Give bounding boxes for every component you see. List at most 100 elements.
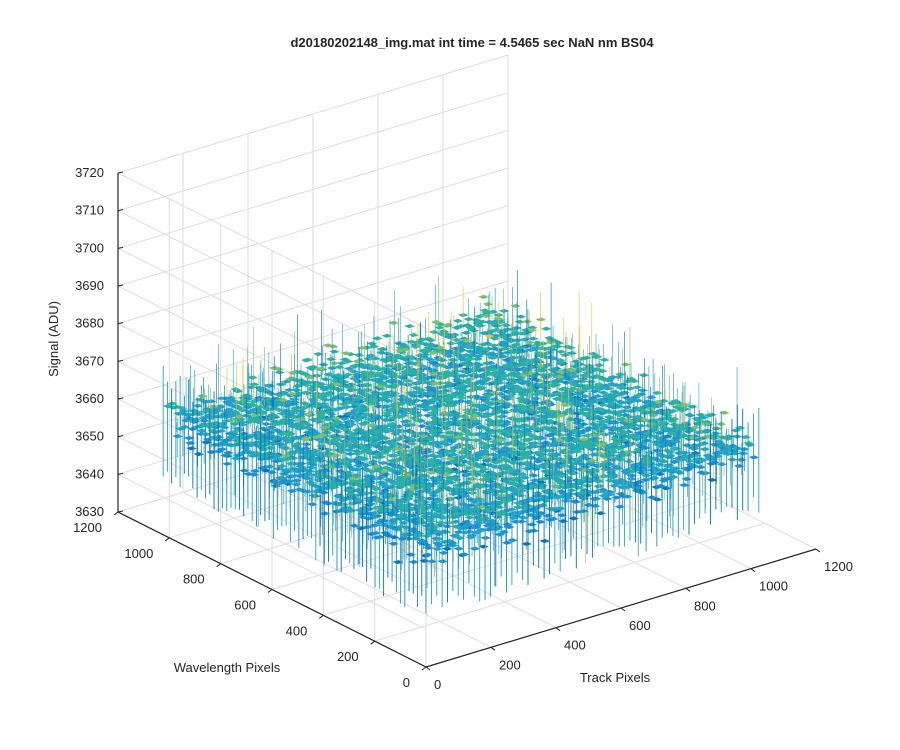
surface-patch <box>370 364 382 370</box>
surface-patch <box>416 387 427 393</box>
surface-patch <box>527 325 538 330</box>
grid-line <box>117 54 509 174</box>
surface-patch <box>327 344 339 349</box>
surface-patch <box>337 402 349 407</box>
surface-patch <box>362 363 374 368</box>
surface-patch <box>499 373 511 378</box>
surface-patch <box>470 317 482 322</box>
surface-patch <box>651 390 663 396</box>
surface-patch <box>179 424 191 430</box>
grid-line <box>117 398 427 555</box>
surface-patch <box>638 372 650 378</box>
surface-patch <box>331 416 342 421</box>
surface-patch <box>248 413 260 418</box>
surface-patch <box>507 355 519 360</box>
surface-patch <box>377 347 388 352</box>
surface-patch <box>460 330 472 335</box>
surface-patch <box>340 392 351 397</box>
surface-patch <box>346 445 358 450</box>
surface-patch <box>429 381 441 386</box>
grid-line <box>117 242 509 362</box>
surface-patch <box>290 377 301 383</box>
surface-patch <box>450 368 462 374</box>
surface-patch <box>251 451 263 456</box>
surface-patch <box>497 376 509 381</box>
surface-patch <box>488 321 500 326</box>
surface-patch <box>468 328 480 333</box>
surface-patch <box>442 380 454 386</box>
surface-patch <box>281 453 293 458</box>
surface-patch <box>183 435 195 441</box>
surface-patch <box>375 384 387 389</box>
surface-patch <box>217 441 229 446</box>
surface-patch <box>507 372 518 377</box>
surface-patch <box>378 424 389 429</box>
surface-patch <box>521 319 533 324</box>
surface-patch <box>330 436 342 441</box>
surface-patch <box>331 382 343 387</box>
surface-patch <box>434 325 445 330</box>
surface-patch <box>349 376 360 382</box>
surface-patch <box>200 432 212 437</box>
surface-patch <box>346 422 357 427</box>
surface-patch <box>526 328 538 333</box>
surface-patch <box>484 352 495 357</box>
surface-patch <box>499 346 511 351</box>
surface-patch <box>333 420 344 425</box>
surface-patch <box>410 344 422 349</box>
surface-patch <box>460 338 472 343</box>
grid-line <box>117 473 427 630</box>
surface-patch <box>421 375 433 381</box>
surface-patch <box>452 318 464 324</box>
surface-patch <box>447 357 459 363</box>
surface-patch <box>251 417 262 423</box>
surface-patch <box>302 425 313 430</box>
surface-patch <box>500 363 512 368</box>
surface-patch <box>343 385 355 390</box>
surface-patch <box>276 382 287 387</box>
surface-patch <box>530 396 542 401</box>
surface-patch <box>420 347 432 352</box>
surface-patch <box>303 375 315 380</box>
surface-patch <box>278 418 290 423</box>
surface-patch <box>524 340 536 345</box>
surface-patch <box>311 434 323 440</box>
surface-patch <box>500 322 512 328</box>
surface-patch <box>283 387 295 393</box>
surface-patch <box>428 350 439 355</box>
surface-patch <box>262 407 274 412</box>
surface-patch <box>645 395 657 400</box>
surface-patch <box>418 404 429 409</box>
surface-patch <box>476 373 487 378</box>
surface-patch <box>330 407 341 412</box>
surface-patch <box>474 362 485 367</box>
surface-patch <box>301 358 312 363</box>
surface-patch <box>287 370 299 375</box>
surface-patch <box>506 391 518 397</box>
surface-patch <box>295 416 307 422</box>
surface-patch <box>510 303 521 309</box>
surface-patch <box>186 446 197 451</box>
surface-patch <box>534 363 546 368</box>
surface-patch <box>489 336 501 341</box>
surface-patch <box>333 387 345 393</box>
surface-patch <box>196 393 208 399</box>
surface-patch <box>430 319 442 325</box>
surface-patch <box>463 344 475 350</box>
surface-patch <box>396 394 408 399</box>
surface-patch <box>387 415 399 420</box>
grid-line <box>117 92 509 212</box>
surface-patch <box>520 361 531 367</box>
surface-patch <box>190 417 202 422</box>
surface-patch <box>399 419 411 424</box>
surface-patch <box>294 382 305 388</box>
surface-patch <box>599 357 610 362</box>
surface-patch <box>509 379 520 385</box>
surface-patch <box>478 294 489 300</box>
surface-patch <box>353 395 365 400</box>
surface-patch <box>487 371 499 376</box>
surface-patch <box>352 406 364 412</box>
surface-patch <box>455 324 467 329</box>
surface-patch <box>526 359 538 365</box>
